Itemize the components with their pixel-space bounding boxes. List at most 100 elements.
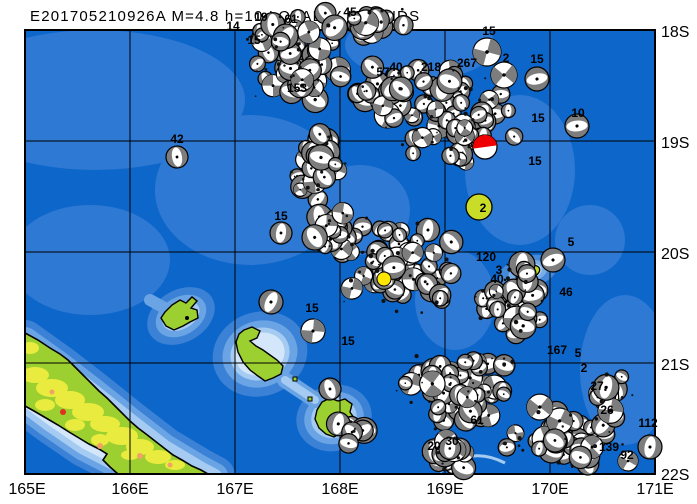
tiny-event-dot bbox=[502, 357, 506, 360]
map-shape bbox=[521, 324, 525, 328]
map-shape bbox=[299, 188, 302, 191]
focal-mechanism-ball bbox=[331, 201, 354, 225]
tiny-event-dot bbox=[273, 37, 278, 42]
focal-mechanism-ball bbox=[300, 318, 326, 344]
lon-tick-label: 165E bbox=[8, 481, 45, 498]
tiny-event-dot bbox=[366, 233, 369, 236]
focal-mechanism-ball bbox=[497, 438, 517, 457]
focal-mechanism-ball bbox=[429, 399, 447, 416]
map-shape bbox=[438, 365, 442, 368]
map-shape bbox=[422, 80, 425, 83]
map-shape bbox=[271, 84, 275, 88]
tiny-event-dot bbox=[510, 359, 515, 364]
focal-mechanism-ball bbox=[301, 224, 328, 251]
map-shape bbox=[499, 92, 502, 96]
tiny-event-dot bbox=[467, 356, 470, 359]
map-shape bbox=[364, 21, 368, 25]
tiny-event-dot bbox=[320, 170, 324, 174]
depth-label: 40 bbox=[490, 272, 504, 286]
tiny-event-dot bbox=[419, 71, 423, 74]
map-shape bbox=[362, 274, 365, 278]
focal-mechanism-ball bbox=[540, 247, 566, 273]
depth-label: 30 bbox=[445, 434, 459, 448]
tiny-event-dot bbox=[283, 64, 286, 67]
tiny-event-dot bbox=[441, 462, 444, 465]
map-shape bbox=[318, 132, 322, 136]
tiny-event-dot bbox=[361, 85, 365, 88]
terrain-blob bbox=[90, 416, 120, 432]
tiny-event-dot bbox=[292, 74, 295, 77]
tiny-event-dot bbox=[449, 147, 453, 151]
tiny-event-dot bbox=[370, 261, 374, 265]
map-shape bbox=[375, 82, 380, 86]
map-shape bbox=[448, 447, 452, 450]
map-shape bbox=[320, 63, 324, 66]
tiny-event-dot bbox=[415, 221, 420, 226]
map-shape bbox=[333, 26, 337, 30]
tiny-event-dot bbox=[327, 135, 330, 139]
map-shape bbox=[269, 300, 273, 304]
map-shape bbox=[404, 382, 407, 384]
focal-mechanism-ball bbox=[329, 65, 352, 88]
focal-mechanism-ball bbox=[318, 377, 342, 401]
tiny-event-dot bbox=[464, 369, 467, 372]
lat-tick-label: 20S bbox=[661, 246, 689, 263]
map-shape bbox=[279, 40, 282, 43]
tiny-event-dot bbox=[316, 187, 320, 192]
tiny-event-dot bbox=[599, 399, 604, 404]
tiny-event-dot bbox=[429, 115, 434, 119]
map-shape bbox=[502, 73, 506, 77]
depth-label: 27 bbox=[590, 379, 604, 393]
focal-mechanism-ball bbox=[500, 103, 516, 119]
tiny-event-dot bbox=[570, 430, 574, 433]
terrain-spot bbox=[60, 409, 66, 415]
tiny-event-dot bbox=[474, 399, 477, 403]
tiny-event-dot bbox=[452, 69, 455, 72]
focal-mechanism-ball bbox=[165, 145, 189, 169]
focal-mechanism-ball bbox=[414, 72, 433, 92]
yellow-event-dot bbox=[376, 271, 392, 287]
focal-mechanism-ball bbox=[564, 113, 590, 139]
tiny-event-dot bbox=[604, 372, 609, 377]
islet bbox=[307, 396, 313, 402]
map-shape bbox=[531, 293, 535, 297]
tiny-event-dot bbox=[350, 25, 353, 28]
tiny-event-dot bbox=[517, 436, 522, 441]
map-shape bbox=[339, 75, 342, 78]
focal-mechanism-ball bbox=[456, 386, 479, 409]
depth-label: 61 bbox=[470, 413, 484, 427]
tiny-event-dot bbox=[463, 86, 468, 91]
chartreuse-event-ball bbox=[465, 193, 493, 221]
tiny-event-dot bbox=[301, 177, 305, 181]
tiny-event-dot bbox=[457, 87, 461, 90]
map-shape bbox=[393, 74, 395, 77]
tiny-event-dot bbox=[463, 138, 468, 142]
tiny-event-dot bbox=[593, 444, 598, 449]
map-shape bbox=[460, 101, 463, 104]
tiny-event-dot bbox=[608, 430, 611, 434]
tiny-event-dot bbox=[467, 145, 471, 149]
tiny-event-dot bbox=[363, 90, 366, 93]
focal-mechanism-ball bbox=[360, 55, 385, 79]
map-shape bbox=[311, 329, 315, 333]
tiny-event-dot bbox=[536, 409, 541, 415]
tiny-event-dot bbox=[293, 175, 296, 178]
depth-label: 10 bbox=[571, 106, 585, 120]
tiny-event-dot bbox=[521, 448, 525, 452]
tiny-event-dot bbox=[517, 444, 521, 448]
map-shape bbox=[279, 231, 283, 235]
lon-tick-label: 166E bbox=[111, 481, 148, 498]
map-shape bbox=[288, 52, 292, 55]
depth-label: 40 bbox=[389, 60, 403, 74]
tiny-event-dot bbox=[436, 451, 440, 455]
terrain-spot bbox=[49, 389, 55, 395]
tiny-event-dot bbox=[564, 437, 567, 441]
focal-mechanism-ball bbox=[405, 145, 422, 162]
tiny-event-dot bbox=[246, 37, 250, 41]
depth-label: 120 bbox=[476, 250, 496, 264]
tiny-event-dot bbox=[264, 67, 268, 71]
lon-tick-label: 170E bbox=[531, 481, 568, 498]
tiny-event-dot bbox=[438, 268, 441, 271]
tiny-event-dot bbox=[427, 96, 432, 101]
